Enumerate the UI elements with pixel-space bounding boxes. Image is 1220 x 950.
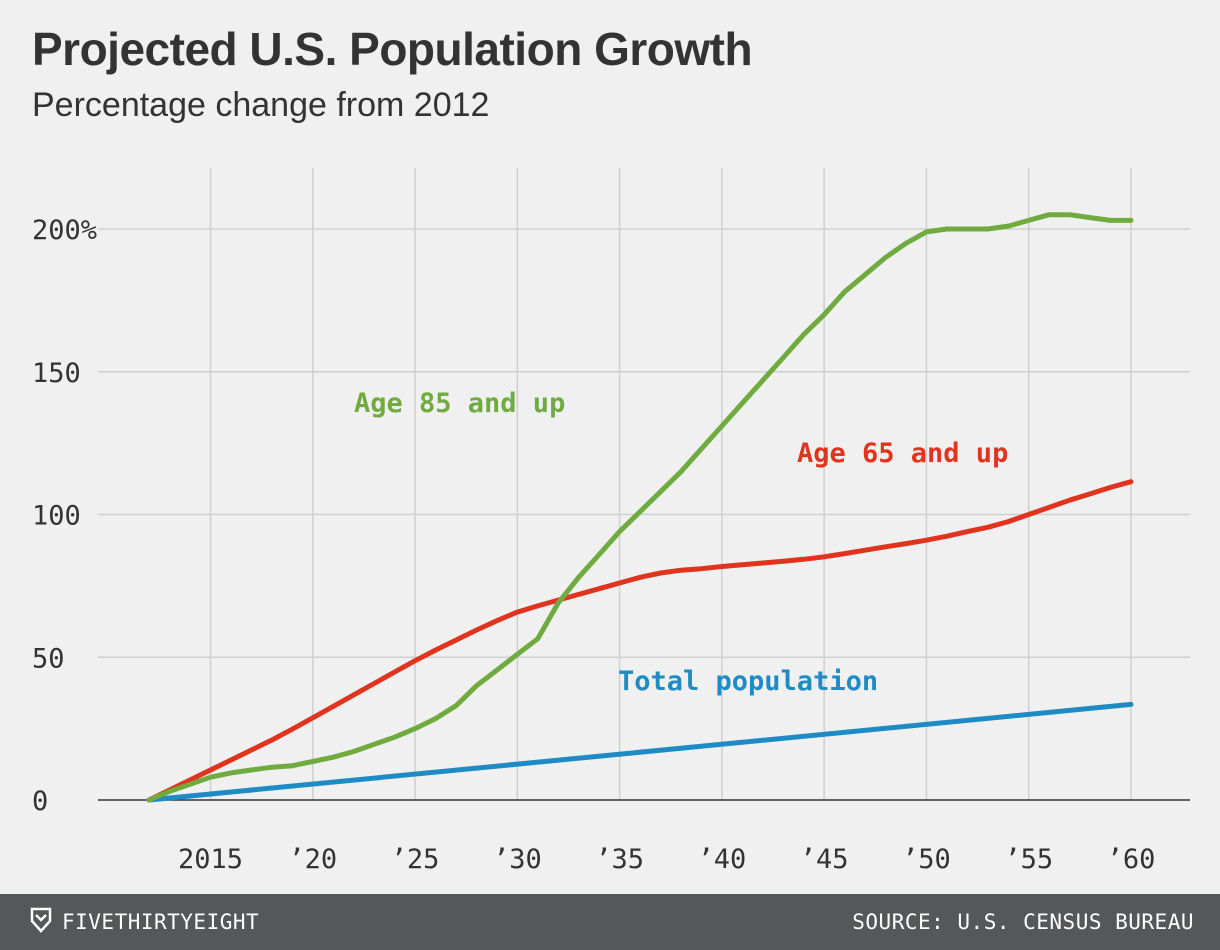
- x-tick-label: 2015: [178, 844, 243, 875]
- y-tick-label: 0: [32, 786, 48, 817]
- series-line-total-population: [146, 701, 1134, 803]
- brand-name: FIVETHIRTYEIGHT: [62, 910, 260, 934]
- x-tick-label: ’20: [288, 844, 337, 875]
- y-tick-label: 100: [32, 501, 81, 532]
- series-line-age-85-and-up: [146, 212, 1134, 803]
- x-tick-label: ’40: [697, 844, 746, 875]
- y-tick-label: 150: [32, 358, 81, 389]
- y-tick-label: 50: [32, 643, 65, 674]
- fivethirtyeight-logo-icon: [30, 907, 52, 938]
- x-tick-label: ’30: [493, 844, 542, 875]
- series-line-age-65-and-up: [146, 479, 1134, 803]
- chart-subtitle: Percentage change from 2012: [32, 86, 490, 124]
- y-tick-label: 200%: [32, 215, 97, 246]
- x-tick-label: ’35: [595, 844, 644, 875]
- chart-title: Projected U.S. Population Growth: [32, 23, 753, 75]
- x-tick-label: ’25: [391, 844, 440, 875]
- x-tick-label: ’60: [1107, 844, 1156, 875]
- x-tick-label: ’55: [1004, 844, 1053, 875]
- series-label-age-85: Age 85 and up: [354, 388, 565, 419]
- source-note: SOURCE: U.S. CENSUS BUREAU: [852, 910, 1194, 934]
- horizontal-gridlines: [98, 228, 1190, 658]
- y-tick-labels: 0 50 100 150 200%: [32, 215, 97, 817]
- vertical-gridlines: [209, 168, 1132, 800]
- series-label-age-65: Age 65 and up: [797, 438, 1008, 469]
- x-tick-label: ’50: [902, 844, 951, 875]
- line-chart: 0 50 100 150 200% 2015 ’20 ’25 ’30 ’35 ’40 ’45 ’50 ’…: [32, 168, 1190, 875]
- series-lines: [146, 212, 1134, 803]
- x-tick-label: ’45: [800, 844, 849, 875]
- x-tick-labels: 2015 ’20 ’25 ’30 ’35 ’40 ’45 ’50 ’55 ’60: [178, 844, 1155, 875]
- brand: FIVETHIRTYEIGHT: [30, 894, 259, 950]
- footer-bar: FIVETHIRTYEIGHT SOURCE: U.S. CENSUS BURE…: [0, 894, 1220, 950]
- series-label-total: Total population: [618, 666, 878, 697]
